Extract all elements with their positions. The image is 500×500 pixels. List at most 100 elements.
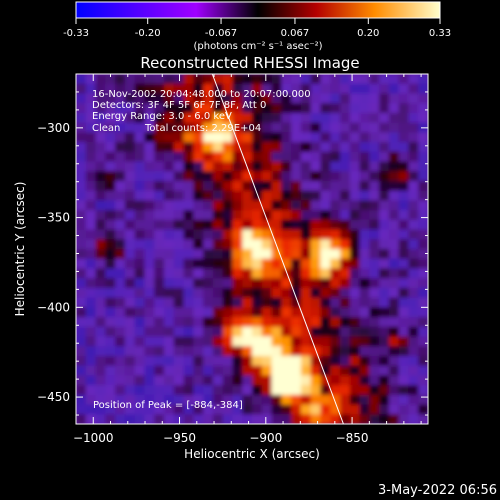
heatmap-cell — [154, 385, 165, 396]
heatmap-cell — [76, 414, 87, 424]
heatmap-cell — [310, 287, 322, 299]
heatmap-cell — [359, 287, 370, 299]
heatmap-cell — [164, 268, 175, 279]
heatmap-cell — [300, 229, 312, 240]
heatmap-cell — [222, 190, 234, 201]
heatmap-cell — [173, 249, 185, 260]
heatmap-cell — [330, 287, 341, 299]
heatmap-cell — [320, 142, 331, 153]
heatmap-cell — [310, 375, 322, 386]
heatmap-cell — [408, 297, 419, 308]
heatmap-cell — [212, 365, 224, 376]
heatmap-cell — [252, 122, 263, 133]
heatmap-cell — [115, 268, 126, 279]
heatmap-cell — [408, 365, 419, 376]
heatmap-cell — [281, 210, 292, 221]
heatmap-cell — [379, 74, 390, 85]
heatmap-cell — [369, 74, 380, 85]
heatmap-cell — [379, 307, 390, 318]
heatmap-cell — [85, 317, 97, 328]
heatmap-cell — [369, 346, 380, 357]
heatmap-cell — [379, 112, 390, 124]
heatmap-cell — [232, 161, 243, 172]
heatmap-cell — [85, 180, 97, 192]
heatmap-cell — [105, 74, 116, 85]
heatmap-cell — [144, 171, 155, 182]
heatmap-cell — [388, 278, 400, 289]
heatmap-cell — [359, 239, 370, 250]
heatmap-cell — [124, 249, 136, 260]
heatmap-cell — [124, 74, 136, 85]
heatmap-cell — [369, 326, 380, 338]
heatmap-cell — [154, 161, 165, 172]
heatmap-cell — [349, 142, 361, 153]
heatmap-cell — [76, 336, 87, 347]
chart-title: Reconstructed RHESSI Image — [140, 54, 359, 72]
heatmap-cell — [359, 93, 370, 104]
heatmap-cell — [340, 287, 351, 299]
heatmap-cell — [232, 355, 243, 367]
heatmap-cell — [408, 171, 419, 182]
heatmap-cell — [330, 346, 341, 357]
heatmap-cell — [261, 336, 273, 347]
heatmap-cell — [340, 394, 351, 406]
heatmap-cell — [271, 219, 282, 231]
heatmap-cell — [310, 93, 322, 104]
heatmap-cell — [203, 103, 214, 114]
heatmap-cell — [252, 93, 263, 104]
heatmap-cell — [388, 83, 400, 95]
heatmap-cell — [300, 278, 312, 289]
heatmap-cell — [418, 385, 428, 396]
heatmap-cell — [212, 355, 224, 367]
heatmap-cell — [232, 239, 243, 250]
heatmap-cell — [418, 297, 428, 308]
heatmap-cell — [212, 93, 224, 104]
heatmap-cell — [252, 355, 263, 367]
heatmap-cell — [369, 161, 380, 172]
heatmap-cell — [320, 355, 331, 367]
heatmap-cell — [85, 239, 97, 250]
heatmap-cell — [310, 317, 322, 328]
heatmap-cell — [193, 326, 204, 338]
heatmap-cell — [144, 355, 155, 367]
heatmap-cell — [85, 132, 97, 143]
heatmap-cell — [134, 317, 146, 328]
heatmap-cell — [173, 83, 185, 95]
heatmap-cell — [105, 404, 116, 415]
heatmap-cell — [340, 190, 351, 201]
heatmap-cell — [95, 355, 106, 367]
heatmap-cell — [212, 210, 224, 221]
heatmap-cell — [242, 132, 253, 143]
heatmap-cell — [173, 122, 185, 133]
heatmap-cell — [291, 307, 302, 318]
heatmap-cell — [408, 229, 419, 240]
heatmap-cell — [173, 142, 185, 153]
heatmap-cell — [183, 355, 194, 367]
heatmap-cell — [340, 239, 351, 250]
heatmap-cell — [144, 132, 155, 143]
heatmap-cell — [242, 180, 253, 192]
heatmap-cell — [105, 336, 116, 347]
heatmap-cell — [379, 355, 390, 367]
heatmap-cell — [310, 219, 322, 231]
heatmap-cell — [408, 219, 419, 231]
heatmap-cell — [183, 317, 194, 328]
heatmap-cell — [379, 93, 390, 104]
heatmap-cell — [105, 190, 116, 201]
heatmap-cell — [242, 258, 253, 270]
heatmap-cell — [349, 375, 361, 386]
heatmap-cell — [242, 93, 253, 104]
heatmap-cell — [369, 229, 380, 240]
heatmap-cell — [330, 317, 341, 328]
heatmap-cell — [222, 414, 234, 424]
heatmap-cell — [300, 394, 312, 406]
heatmap-cell — [388, 229, 400, 240]
heatmap-cell — [388, 307, 400, 318]
heatmap-cell — [388, 93, 400, 104]
heatmap-cell — [379, 375, 390, 386]
heatmap-cell — [105, 180, 116, 192]
x-axis-ticks: −1000 −950 −900 −850 — [73, 74, 422, 445]
heatmap-cell — [124, 355, 136, 367]
heatmap-cell — [134, 355, 146, 367]
heatmap-cell — [300, 268, 312, 279]
